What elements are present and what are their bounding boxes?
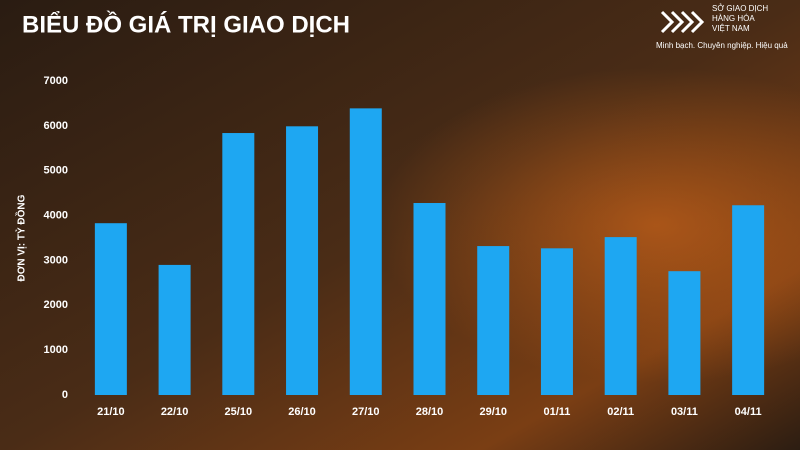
bar <box>732 205 765 395</box>
bar <box>413 203 446 395</box>
bar <box>222 133 255 395</box>
y-tick-label: 1000 <box>44 344 68 356</box>
bar <box>540 248 573 395</box>
x-tick-label: 28/10 <box>416 406 444 418</box>
y-tick-label: 3000 <box>44 254 68 266</box>
x-tick-label: 27/10 <box>352 406 380 418</box>
tagline: Minh bạch. Chuyên nghiệp. Hiệu quả <box>656 41 788 50</box>
x-tick-label: 25/10 <box>225 406 253 418</box>
bar <box>158 264 191 395</box>
bar <box>477 246 510 395</box>
bar <box>286 126 319 395</box>
y-tick-label: 4000 <box>44 209 68 221</box>
x-tick-label: 22/10 <box>161 406 189 418</box>
y-tick-label: 5000 <box>44 165 68 177</box>
bar <box>668 271 701 395</box>
y-tick-label: 0 <box>62 389 68 401</box>
y-tick-label: 2000 <box>44 299 68 311</box>
bar <box>604 237 637 395</box>
x-tick-label: 01/11 <box>543 406 570 418</box>
x-tick-label: 02/11 <box>607 406 634 418</box>
x-tick-label: 26/10 <box>288 406 316 418</box>
logo-text: HÀNG HÓA <box>712 14 755 23</box>
bar <box>349 108 382 395</box>
logo-icon <box>660 10 705 34</box>
x-tick-label: 03/11 <box>671 406 698 418</box>
chart-title: BIỂU ĐỒ GIÁ TRỊ GIAO DỊCH <box>22 10 350 38</box>
x-tick-label: 21/10 <box>97 406 125 418</box>
y-axis-label: ĐƠN VỊ: TỶ ĐỒNG <box>15 194 28 281</box>
x-tick-label: 29/10 <box>479 406 507 418</box>
y-tick-label: 7000 <box>44 75 68 87</box>
logo-text: VIỆT NAM <box>712 24 750 33</box>
x-tick-label: 04/11 <box>735 406 762 418</box>
bar <box>94 223 127 395</box>
y-tick-label: 6000 <box>44 120 68 132</box>
logo-text: SỞ GIAO DỊCH <box>712 4 768 13</box>
